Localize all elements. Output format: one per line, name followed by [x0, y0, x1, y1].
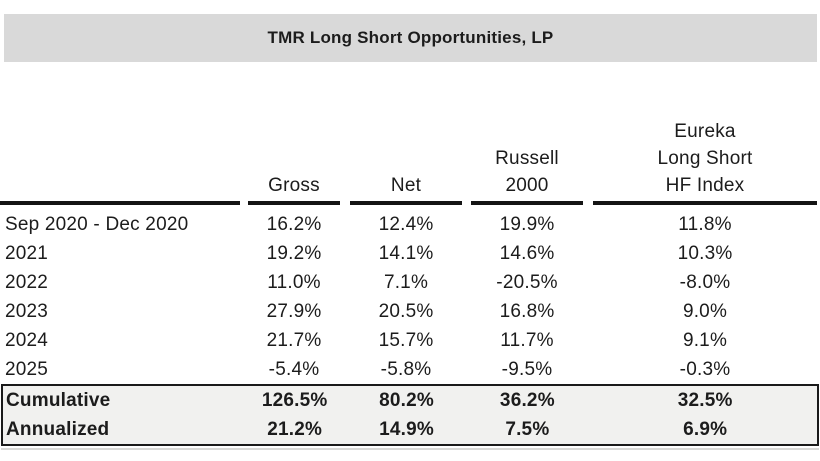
summary-row-cumulative: Cumulative 126.5% 80.2% 36.2% 32.5% [3, 386, 817, 415]
cell-net: -5.8% [380, 358, 432, 380]
fund-title: TMR Long Short Opportunities, LP [267, 28, 554, 47]
header-eureka-line3: HF Index [665, 175, 745, 196]
cell-russell-2000: 16.8% [499, 300, 555, 322]
cell-russell-2000: 19.9% [499, 213, 555, 235]
cell-net: 14.1% [378, 242, 434, 264]
row-label: 2024 [5, 329, 49, 351]
bottom-rule [1, 448, 819, 450]
table-row: 2023 27.9% 20.5% 16.8% 9.0% [0, 297, 820, 326]
cell-russell-2000: -20.5% [496, 271, 558, 293]
row-label: Sep 2020 - Dec 2020 [5, 213, 189, 235]
cell-net: 20.5% [378, 300, 434, 322]
header-russell-2000: Russell 2000 [471, 145, 583, 205]
cell-eureka-index: 6.9% [683, 418, 728, 440]
table-row: 2024 21.7% 15.7% 11.7% 9.1% [0, 326, 820, 355]
cell-gross: 21.2% [267, 418, 323, 440]
cell-eureka-index: 9.1% [682, 329, 728, 351]
cell-net: 80.2% [379, 389, 434, 411]
cell-eureka-index: 10.3% [677, 242, 733, 264]
header-spacer [0, 199, 240, 205]
cell-russell-2000: 14.6% [499, 242, 555, 264]
cell-gross: 27.9% [266, 300, 322, 322]
summary-row-annualized: Annualized 21.2% 14.9% 7.5% 6.9% [3, 415, 817, 444]
cell-eureka-index: 11.8% [678, 213, 732, 235]
cell-russell-2000: -9.5% [501, 358, 553, 380]
cell-net: 7.1% [383, 271, 429, 293]
cell-net: 12.4% [378, 213, 434, 235]
cell-gross: 16.2% [266, 213, 322, 235]
row-label: 2021 [5, 242, 49, 264]
cell-russell-2000: 36.2% [499, 389, 555, 411]
cell-gross: 21.7% [266, 329, 322, 351]
fund-title-band: TMR Long Short Opportunities, LP [4, 14, 817, 62]
header-gross-label: Gross [268, 175, 320, 196]
header-net: Net [350, 172, 462, 205]
cell-russell-2000: 11.7% [500, 329, 554, 351]
performance-table: Gross Net Russell 2000 Eureka Long Short… [0, 120, 820, 450]
header-eureka-index: Eureka Long Short HF Index [593, 118, 817, 205]
header-russell-line1: Russell [495, 148, 559, 169]
cell-russell-2000: 7.5% [505, 418, 550, 440]
header-russell-line2: 2000 [505, 175, 549, 196]
cell-eureka-index: 9.0% [682, 300, 728, 322]
header-eureka-line2: Long Short [657, 148, 753, 169]
table-header-row: Gross Net Russell 2000 Eureka Long Short… [0, 120, 820, 205]
cell-eureka-index: 32.5% [677, 389, 733, 411]
row-label: Cumulative [6, 389, 111, 411]
row-label: 2023 [5, 300, 49, 322]
table-row: 2025 -5.4% -5.8% -9.5% -0.3% [0, 355, 820, 384]
cell-gross: 126.5% [261, 389, 328, 411]
table-row: Sep 2020 - Dec 2020 16.2% 12.4% 19.9% 11… [0, 210, 820, 239]
summary-box: Cumulative 126.5% 80.2% 36.2% 32.5% Annu… [1, 384, 819, 446]
row-label: 2025 [5, 358, 49, 380]
header-net-label: Net [390, 175, 422, 196]
row-label: 2022 [5, 271, 49, 293]
cell-gross: 11.0% [267, 271, 321, 293]
data-rows: Sep 2020 - Dec 2020 16.2% 12.4% 19.9% 11… [0, 210, 820, 384]
header-gross: Gross [248, 172, 340, 205]
cell-net: 15.7% [378, 329, 434, 351]
cell-eureka-index: -0.3% [679, 358, 731, 380]
table-row: 2022 11.0% 7.1% -20.5% -8.0% [0, 268, 820, 297]
cell-gross: -5.4% [268, 358, 320, 380]
cell-net: 14.9% [379, 418, 434, 440]
cell-gross: 19.2% [266, 242, 322, 264]
header-eureka-line1: Eureka [674, 121, 736, 142]
cell-eureka-index: -8.0% [679, 271, 731, 293]
table-row: 2021 19.2% 14.1% 14.6% 10.3% [0, 239, 820, 268]
row-label: Annualized [6, 418, 110, 440]
